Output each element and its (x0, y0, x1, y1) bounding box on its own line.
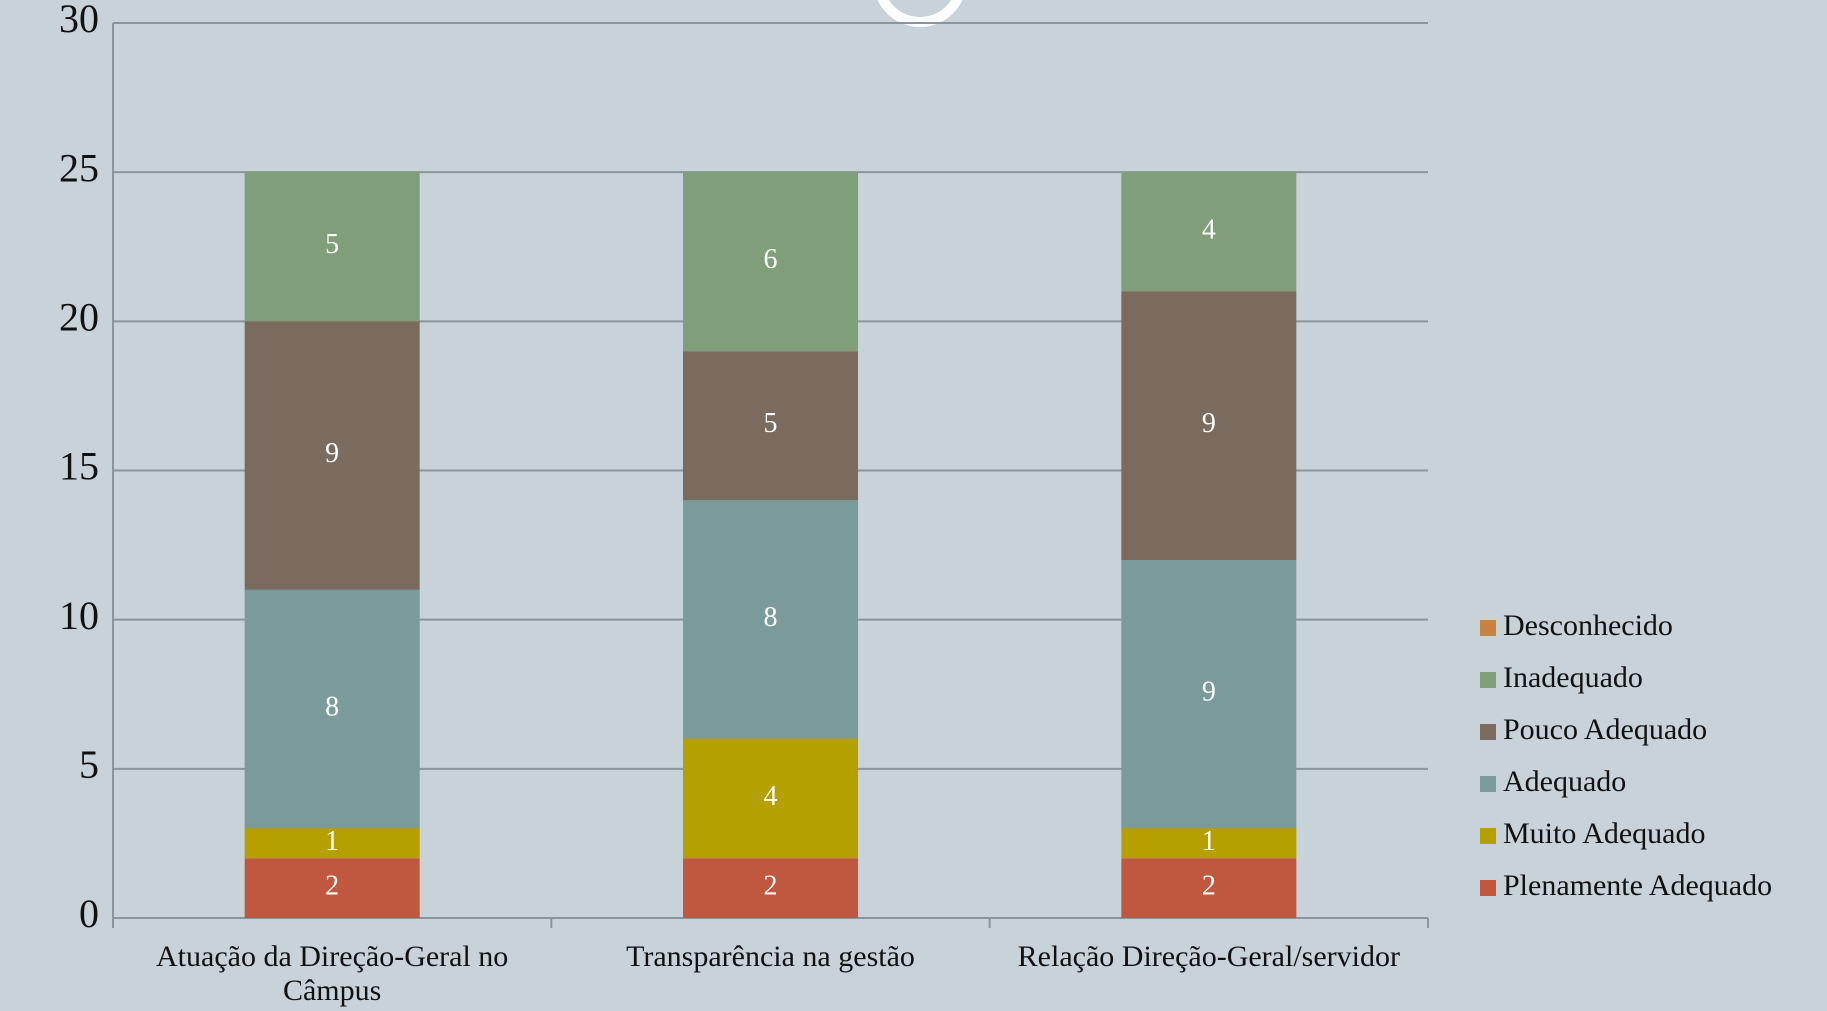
data-label: 5 (325, 229, 339, 260)
decoration (877, 0, 963, 27)
legend-label: Inadequado (1503, 661, 1643, 694)
data-label: 8 (325, 692, 339, 723)
legend-swatch (1480, 620, 1496, 636)
y-tick-label: 5 (79, 742, 99, 787)
data-label: 1 (1202, 826, 1216, 857)
legend-label: Pouco Adequado (1503, 713, 1707, 746)
legend-swatch (1480, 776, 1496, 792)
x-tick-label: Atuação da Direção-Geral no Câmpus (156, 940, 509, 1007)
data-label: 1 (325, 826, 339, 857)
y-tick-label: 30 (59, 0, 99, 41)
bar-segment (244, 858, 420, 918)
data-label: 8 (764, 602, 778, 633)
bar-segment (1121, 828, 1297, 859)
data-label: 5 (764, 408, 778, 439)
bar-segment (244, 589, 420, 829)
bar-segment (244, 172, 420, 322)
x-tick-label: Transparência na gestão (626, 940, 915, 973)
bar-segment (1121, 560, 1297, 829)
legend-swatch (1480, 828, 1496, 844)
data-label: 9 (1202, 408, 1216, 439)
data-label: 2 (1202, 871, 1216, 902)
y-tick-label: 10 (59, 593, 99, 638)
legend-swatch (1480, 724, 1496, 740)
legend-label: Muito Adequado (1503, 817, 1706, 850)
data-label: 4 (1202, 214, 1216, 245)
data-label: 9 (325, 438, 339, 469)
bar-segment (683, 172, 858, 352)
data-label: 9 (1202, 677, 1216, 708)
y-tick-label: 20 (59, 295, 99, 340)
bar-segment (683, 351, 858, 501)
legend-label: Adequado (1503, 765, 1626, 798)
bar-segment (1121, 291, 1297, 560)
bar-segment (683, 858, 858, 918)
legend-label: Desconhecido (1503, 609, 1673, 642)
x-tick-label: Relação Direção-Geral/servidor (1017, 940, 1400, 973)
bar-segment (683, 500, 858, 739)
data-label: 4 (764, 781, 778, 812)
bar-segment (1121, 858, 1297, 918)
bar-segment (683, 739, 858, 859)
y-tick-label: 0 (79, 891, 99, 936)
legend-swatch (1480, 880, 1496, 896)
bar-segment (244, 828, 420, 859)
data-label: 2 (764, 871, 778, 902)
data-label: 2 (325, 871, 339, 902)
data-label: 6 (764, 244, 778, 275)
y-tick-label: 15 (59, 444, 99, 489)
bar-segment (244, 321, 420, 590)
legend-swatch (1480, 672, 1496, 688)
bar-segment (1121, 172, 1297, 292)
y-tick-label: 25 (59, 145, 99, 190)
legend-label: Plenamente Adequado (1503, 869, 1772, 902)
